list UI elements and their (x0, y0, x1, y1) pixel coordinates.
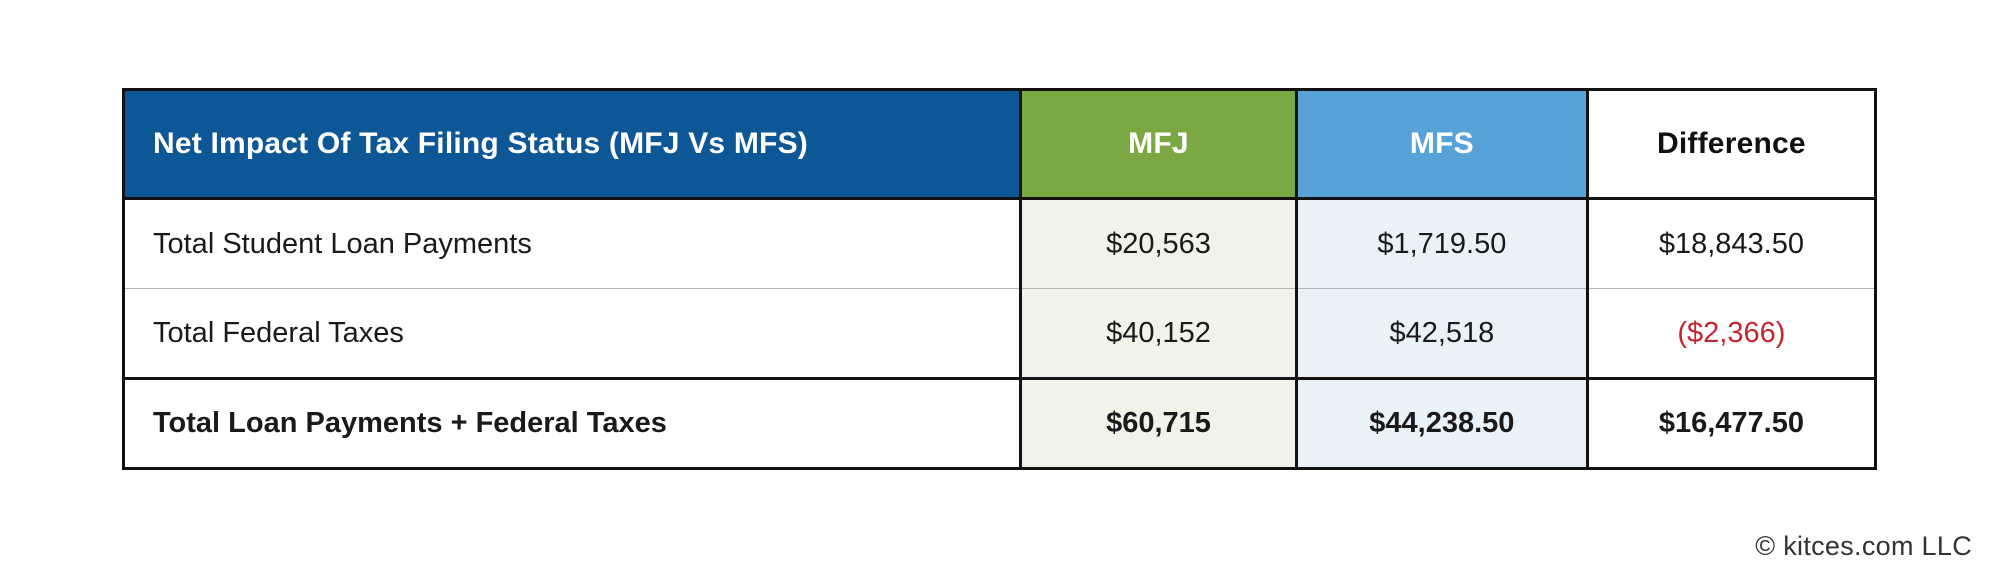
mfj-value: $40,152 (1019, 288, 1298, 380)
column-header-mfj: MFJ (1019, 89, 1298, 200)
table-row-total: Total Loan Payments + Federal Taxes $60,… (121, 378, 1878, 469)
table-row-student-loan-payments: Total Student Loan Payments $20,563 $1,7… (121, 198, 1878, 289)
column-header-mfs: MFS (1294, 89, 1589, 200)
tax-filing-impact-table: Net Impact Of Tax Filing Status (MFJ Vs … (121, 88, 1878, 470)
table-header-row: Net Impact Of Tax Filing Status (MFJ Vs … (121, 89, 1878, 200)
difference-value: $16,477.50 (1585, 378, 1878, 469)
row-label: Total Student Loan Payments (121, 198, 1023, 289)
table-row-federal-taxes: Total Federal Taxes $40,152 $42,518 ($2,… (121, 288, 1878, 380)
difference-value-negative: ($2,366) (1585, 288, 1878, 380)
difference-value: $18,843.50 (1585, 198, 1878, 289)
column-header-difference: Difference (1585, 89, 1878, 200)
row-label: Total Loan Payments + Federal Taxes (121, 378, 1023, 469)
mfj-value: $20,563 (1019, 198, 1298, 289)
table-title: Net Impact Of Tax Filing Status (MFJ Vs … (121, 89, 1023, 200)
row-label: Total Federal Taxes (121, 288, 1023, 380)
mfs-value: $1,719.50 (1294, 198, 1589, 289)
mfs-value: $42,518 (1294, 288, 1589, 380)
mfs-value: $44,238.50 (1294, 378, 1589, 469)
mfj-value: $60,715 (1019, 378, 1298, 469)
copyright-notice: © kitces.com LLC (1755, 531, 1972, 561)
